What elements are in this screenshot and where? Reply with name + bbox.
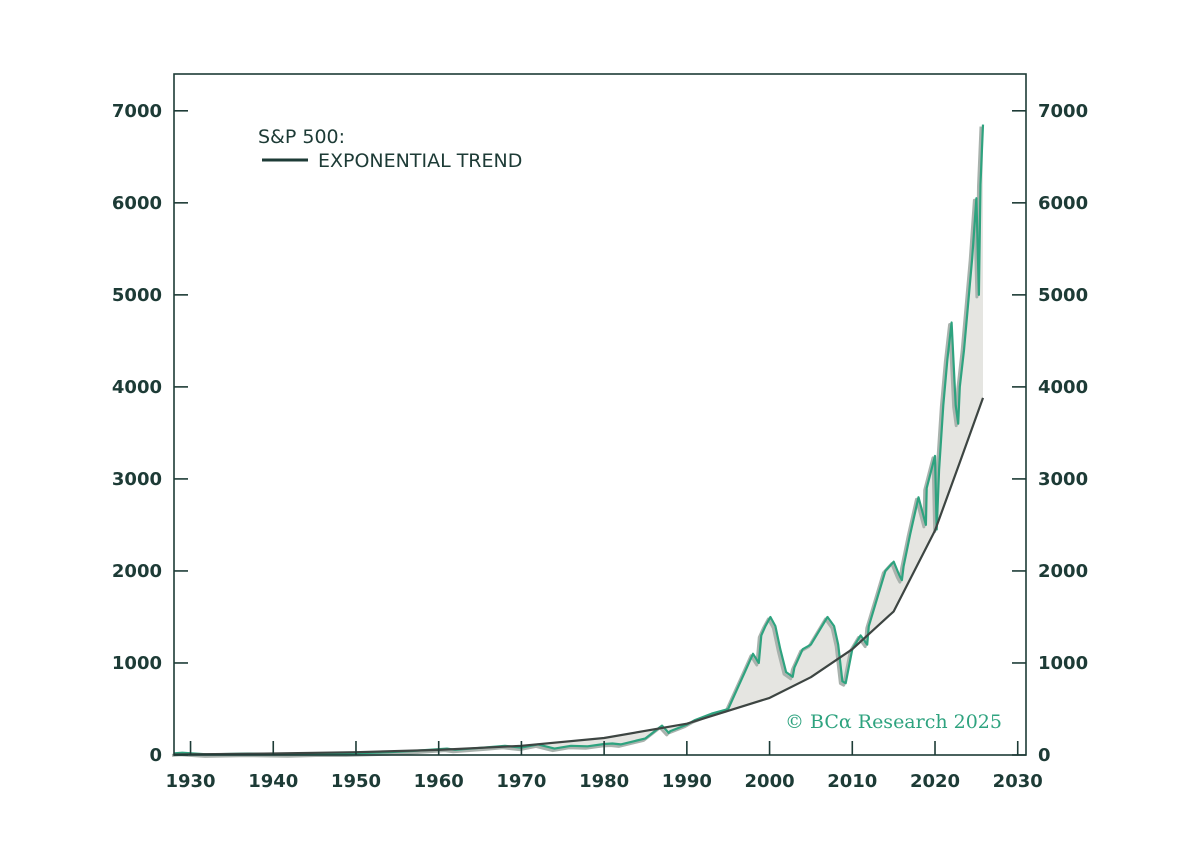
legend: S&P 500: EXPONENTIAL TREND	[258, 126, 522, 172]
legend-title: S&P 500:	[258, 126, 345, 148]
x-tick-label: 1950	[331, 771, 381, 792]
y-tick-right-label: 6000	[1038, 193, 1088, 214]
y-tick-left-label: 5000	[112, 285, 162, 306]
y-tick-left-label: 3000	[112, 469, 162, 490]
y-tick-right-label: 2000	[1038, 561, 1088, 582]
x-tick-label: 1930	[165, 771, 215, 792]
x-tick-label: 1970	[496, 771, 546, 792]
y-tick-right-label: 3000	[1038, 469, 1088, 490]
sp500-line	[173, 124, 985, 756]
x-axis: 1930 1940 1950 1960 1970 1980 1990 2000 2010 2020…	[165, 741, 1043, 792]
y-axis-left: 0 1000 2000 3000 4000 5000 6000 7000	[112, 101, 188, 766]
sp500-shadow-line	[171, 126, 983, 758]
y-axis-right: 0 1000 2000 3000 4000 5000 6000 7000	[1012, 101, 1088, 766]
x-tick-label: 2000	[745, 771, 795, 792]
y-tick-left-label: 7000	[112, 101, 162, 122]
trend-gap-fill	[174, 124, 983, 755]
legend-entry-trend: EXPONENTIAL TREND	[318, 150, 522, 172]
x-tick-label: 1990	[662, 771, 712, 792]
x-tick-label: 1980	[579, 771, 629, 792]
y-tick-right-label: 5000	[1038, 285, 1088, 306]
trend-line	[173, 397, 985, 756]
y-tick-right-label: 4000	[1038, 377, 1088, 398]
y-tick-left-label: 2000	[112, 561, 162, 582]
y-tick-left-label: 4000	[112, 377, 162, 398]
y-tick-left-label: 1000	[112, 653, 162, 674]
y-tick-left-label: 0	[149, 745, 162, 766]
x-tick-label: 1960	[414, 771, 464, 792]
x-tick-label: 2030	[993, 771, 1043, 792]
x-tick-label: 2020	[910, 771, 960, 792]
plot-frame	[173, 73, 1027, 756]
y-tick-right-label: 0	[1038, 745, 1051, 766]
y-tick-left-label: 6000	[112, 193, 162, 214]
y-tick-right-label: 1000	[1038, 653, 1088, 674]
x-tick-label: 2010	[827, 771, 877, 792]
y-tick-right-label: 7000	[1038, 101, 1088, 122]
watermark: © BCα Research 2025	[785, 711, 1002, 733]
x-tick-label: 1940	[248, 771, 298, 792]
